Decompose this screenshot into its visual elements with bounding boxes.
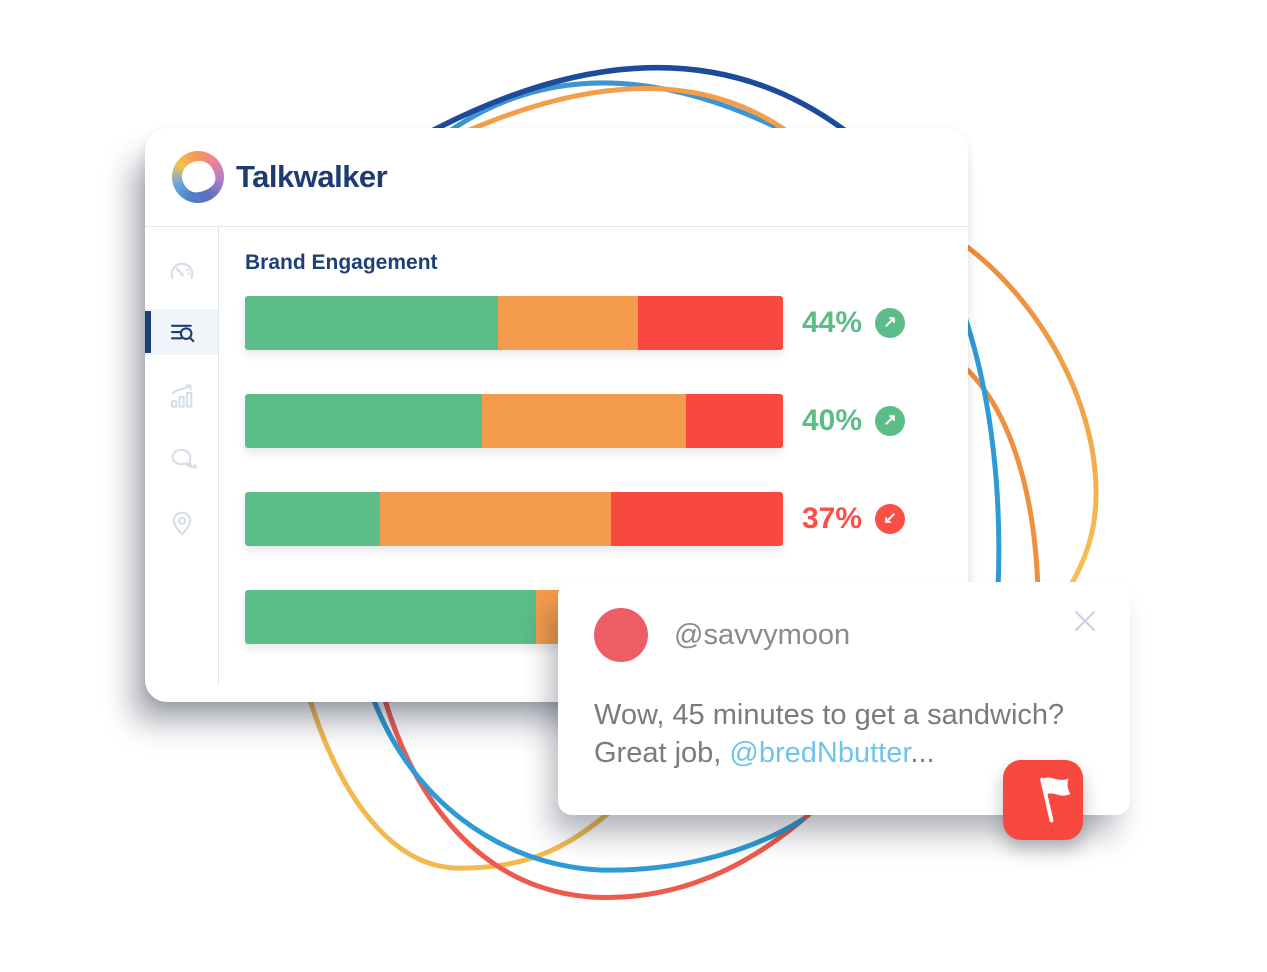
message-line1: Wow, 45 minutes to get a sandwich? — [594, 699, 1065, 731]
bar-segment-orange — [379, 492, 611, 546]
bar-chart-arrow-icon — [170, 384, 193, 408]
curve-navy-top — [425, 65, 883, 163]
bar-segment-red — [637, 296, 783, 350]
bar-segment-green — [245, 492, 380, 546]
sidebar-item-locations[interactable] — [145, 500, 219, 546]
bar-segment-red — [610, 492, 783, 546]
curve-blue-right — [963, 317, 1002, 593]
sidebar-item-conversations[interactable] — [145, 436, 219, 482]
trend-down-icon: ↙ — [875, 504, 905, 534]
curve-orange-right-outer — [959, 240, 1099, 593]
flag-icon — [1040, 777, 1071, 823]
message-line2-prefix: Great job, — [594, 737, 730, 769]
chart-title: Brand Engagement — [245, 251, 438, 274]
percentage-label: 37% — [802, 502, 863, 535]
curve-orange-top — [462, 86, 791, 135]
avatar — [594, 608, 648, 662]
stacked-bar — [245, 296, 783, 350]
bar-segment-green — [245, 590, 536, 644]
bar-row: 37% ↙ — [245, 492, 905, 546]
bar-row: 40% ↗ — [245, 394, 905, 448]
bar-segment-green — [245, 296, 498, 350]
trend-up-icon: ↗ — [875, 406, 905, 436]
stacked-bar — [245, 492, 783, 546]
curve-orange-right-inner — [959, 362, 1041, 593]
sidebar-item-dashboard[interactable] — [145, 249, 219, 295]
message-suffix: ... — [910, 737, 935, 769]
curve-blue-bottom — [369, 692, 805, 873]
talkwalker-logo-icon — [172, 151, 224, 203]
flag-button[interactable] — [1003, 760, 1083, 840]
trend-up-icon: ↗ — [875, 308, 905, 338]
map-pin-icon — [172, 511, 192, 536]
sidebar — [145, 227, 219, 702]
user-handle: @savvymoon — [674, 618, 851, 651]
app-header: Talkwalker — [145, 128, 968, 227]
talkwalker-logo-text: Talkwalker — [236, 159, 388, 194]
bar-row: 44% ↗ — [245, 296, 905, 350]
mention-link[interactable]: @bredNbutter — [729, 737, 911, 769]
close-icon[interactable] — [1070, 606, 1100, 636]
gauge-icon — [170, 262, 194, 279]
list-search-icon — [170, 324, 195, 343]
curve-sky-blue-top — [444, 80, 823, 153]
bar-segment-green — [245, 394, 482, 448]
sidebar-item-analytics[interactable] — [145, 373, 219, 419]
notification-card: @savvymoon Wow, 45 minutes to get a sand… — [558, 582, 1130, 840]
notification-header: @savvymoon — [594, 608, 850, 662]
bar-segment-orange — [481, 394, 687, 448]
percentage-label: 44% — [802, 306, 863, 339]
curve-yellow-bottom — [307, 697, 628, 871]
stacked-bar — [245, 394, 783, 448]
chat-bubbles-icon — [171, 448, 197, 469]
sidebar-item-search-queries[interactable] — [145, 309, 219, 355]
bar-segment-red — [686, 394, 783, 448]
bar-segment-orange — [497, 296, 638, 350]
talkwalker-logo: Talkwalker — [172, 151, 388, 203]
notification-message: Wow, 45 minutes to get a sandwich? Great… — [594, 696, 1064, 772]
percentage-label: 40% — [802, 404, 863, 437]
